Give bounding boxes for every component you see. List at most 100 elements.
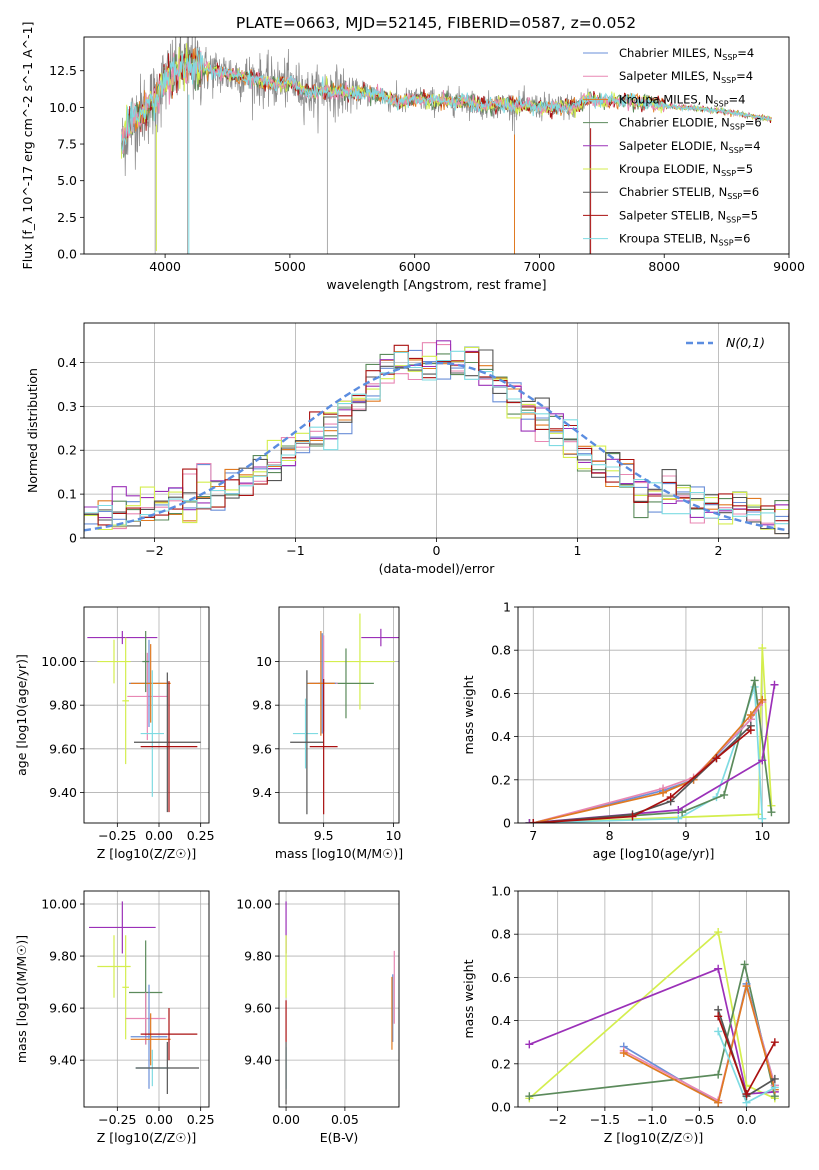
legend-n: =5 — [736, 162, 753, 176]
x-axis-label: mass [log10(M/M☉)] — [275, 846, 403, 861]
y-tick-label: 9.40 — [244, 1053, 272, 1068]
x-tick-label: 4000 — [149, 259, 181, 274]
y-tick-label: 0.6 — [491, 686, 511, 701]
plus-marker — [714, 1012, 723, 1021]
y-axis-label: Flux [f_λ 10^-17 erg cm^-2 s^-1 A^-1] — [20, 22, 35, 270]
x-tick-label: −0.25 — [98, 1112, 136, 1127]
y-tick-label: 9.4 — [252, 785, 272, 800]
plus-marker — [754, 810, 763, 819]
mass-weight-line — [529, 684, 776, 823]
plus-marker — [746, 726, 755, 735]
plus-marker — [525, 819, 534, 823]
x-tick-label: 9.5 — [314, 828, 334, 843]
legend-sub: SSP — [721, 76, 736, 85]
legend-n: =4 — [737, 46, 754, 60]
y-tick-label: 9.40 — [49, 1053, 77, 1068]
legend-sub: SSP — [714, 99, 729, 108]
panel-spectrum: 4000 5000 6000 7000 8000 9000 0.0 2.5 5.0 7.5 10.0… — [20, 22, 805, 292]
plus-marker — [619, 1049, 628, 1057]
mass-weight-line — [623, 985, 776, 1104]
x-tick-label: 10 — [385, 828, 401, 843]
axes-frame — [278, 606, 400, 824]
x-tick-label: 0.00 — [145, 828, 173, 843]
plus-marker — [720, 790, 729, 799]
x-tick-label: 2 — [715, 543, 723, 558]
x-tick-label: 0.0 — [737, 1112, 757, 1127]
y-tick-label: 9.80 — [49, 949, 77, 964]
panel-residuals: −2 −1 0 1 2 0 0.1 0.2 0.3 0.4 (data-model)/error No… — [25, 322, 790, 576]
y-tick-label: 9.8 — [252, 698, 272, 713]
x-tick-label: −0.5 — [684, 1112, 714, 1127]
plus-marker — [758, 695, 767, 704]
mass-weight-line — [529, 680, 773, 823]
x-axis-label: Z [log10(Z/Z☉)] — [97, 846, 197, 861]
plus-marker — [674, 806, 683, 815]
legend-entry: Kroupa MILES, NSSP=4 — [619, 92, 745, 108]
plus-marker — [742, 1090, 751, 1099]
legend-sub: SSP — [726, 215, 741, 224]
plot-area-massweight_vs_age — [525, 644, 779, 823]
panel-massweight_vs_Z: −2 −1.5 −1.0 −0.5 0.0 0.0 0.2 0.4 0.6 0.8 1.0 Z [lo… — [461, 884, 790, 1145]
legend-n: =6 — [734, 232, 751, 246]
plus-marker — [770, 1038, 779, 1047]
gaussian-curve — [84, 361, 789, 532]
y-tick-label: 9.60 — [49, 1001, 77, 1016]
legend-entry: Chabrier ELODIE, NSSP=6 — [619, 116, 762, 132]
y-tick-label: 0.2 — [491, 772, 511, 787]
y-tick-label: 9.40 — [49, 785, 77, 800]
y-tick-label: 2.5 — [57, 210, 77, 225]
panel-age_vs_Z: −0.25 0.00 0.25 9.40 9.60 9.80 10.00 Z [log10(Z… — [14, 606, 215, 861]
x-tick-label: 1 — [574, 543, 582, 558]
y-tick-label: 0.0 — [57, 247, 77, 262]
y-tick-label: 12.5 — [49, 63, 77, 78]
legend-model: Salpeter ELODIE, N — [619, 139, 729, 153]
y-axis-label: mass weight — [461, 675, 476, 754]
panels: 4000 5000 6000 7000 8000 90000.02.55.07.510.0… — [14, 22, 805, 1145]
plus-marker — [770, 1074, 779, 1083]
mass-weight-line — [533, 725, 752, 823]
legend-entry: Salpeter STELIB, NSSP=5 — [619, 208, 758, 224]
x-tick-label: 0.25 — [187, 828, 215, 843]
plus-marker — [714, 1027, 723, 1036]
axes-frame — [83, 606, 210, 824]
legend-model: Kroupa ELODIE, N — [619, 162, 721, 176]
plot-area-mass_vs_Z — [89, 901, 199, 1094]
plus-marker — [525, 1092, 534, 1101]
y-tick-label: 0 — [503, 816, 511, 831]
x-tick-label: −0.25 — [98, 828, 136, 843]
legend-model: Kroupa MILES, N — [619, 92, 714, 106]
y-tick-label: 0.0 — [491, 1100, 511, 1115]
legend-entry: Salpeter ELODIE, NSSP=4 — [619, 139, 761, 155]
legend-entry: Kroupa ELODIE, NSSP=5 — [619, 162, 753, 178]
axes-frame — [517, 890, 790, 1108]
axes-frame — [278, 890, 400, 1108]
panel-mass_vs_EBV: 0.00 0.05 9.40 9.60 9.80 10.00 E(B-V) — [236, 890, 400, 1145]
y-tick-label: 0.4 — [491, 1013, 511, 1028]
x-tick-label: −2 — [145, 543, 163, 558]
legend-model: Salpeter MILES, N — [619, 69, 721, 83]
y-tick-label: 10.00 — [236, 897, 272, 912]
panel-massweight_vs_age: 7 8 9 10 0 0.2 0.4 0.6 0.8 1 age [log10(age/yr)] ma… — [461, 600, 790, 861]
legend-n: =4 — [744, 139, 761, 153]
y-tick-label: 10.00 — [41, 654, 77, 669]
legend-entry: Chabrier MILES, NSSP=4 — [619, 46, 754, 62]
mass-weight-line — [529, 686, 764, 823]
legend-model: Chabrier MILES, N — [619, 46, 722, 60]
plus-marker — [758, 756, 767, 765]
y-tick-label: 10 — [256, 654, 272, 669]
plus-marker — [525, 1040, 534, 1049]
legend-n: =5 — [741, 208, 758, 222]
y-tick-label: 9.60 — [244, 1001, 272, 1016]
y-tick-label: 9.60 — [49, 741, 77, 756]
legend-entry: Salpeter MILES, NSSP=4 — [619, 69, 753, 85]
legend-sub: SSP — [721, 169, 736, 178]
y-tick-label: 0.2 — [491, 1056, 511, 1071]
plot-area-residuals — [84, 340, 789, 535]
x-tick-label: 0.05 — [331, 1112, 359, 1127]
x-axis-label: (data-model)/error — [379, 561, 496, 576]
legend-n: =6 — [745, 116, 762, 130]
plus-marker — [666, 793, 675, 802]
y-tick-label: 5.0 — [57, 173, 77, 188]
y-tick-label: 0.2 — [57, 443, 77, 458]
x-axis-label: Z [log10(Z/Z☉)] — [97, 1130, 197, 1145]
